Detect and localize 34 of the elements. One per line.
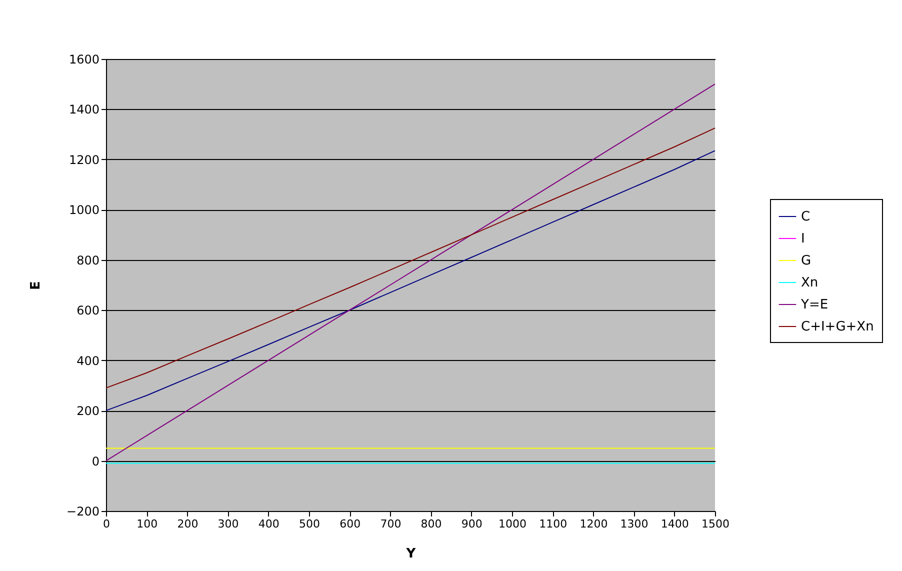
y-tick-label: 200 <box>76 404 100 418</box>
x-tick-label: 700 <box>380 518 402 530</box>
x-tick-label: 1500 <box>702 518 730 530</box>
x-tick-label: 500 <box>299 518 320 530</box>
x-tick-label: 300 <box>218 518 239 530</box>
x-tick-label: 600 <box>340 518 361 530</box>
x-tick-label: 400 <box>258 518 280 530</box>
x-tick-label: 1400 <box>660 518 689 530</box>
x-tick-label: 900 <box>461 518 482 530</box>
x-tick-label: 800 <box>420 518 442 530</box>
y-tick-label: 1000 <box>68 203 100 218</box>
x-tick-label: 1000 <box>498 518 526 530</box>
x-tick-label: 100 <box>136 518 158 530</box>
y-tick-label: −200 <box>66 504 100 518</box>
x-tick-label: 0 <box>103 518 110 530</box>
y-tick-label: 600 <box>76 304 100 318</box>
x-tick-label: 200 <box>177 518 198 530</box>
legend-label: C <box>801 210 810 224</box>
y-tick-label: 1600 <box>68 52 100 66</box>
y-tick-label: 0 <box>92 454 100 468</box>
legend-label: G <box>801 254 812 268</box>
legend-label: Xn <box>801 276 818 290</box>
x-tick-label: 1100 <box>539 518 568 530</box>
legend-label: I <box>801 232 805 246</box>
y-tick-label: 800 <box>76 253 100 268</box>
y-axis-title: E <box>28 281 44 290</box>
x-axis-title: Y <box>405 546 416 562</box>
x-tick-label: 1200 <box>580 518 608 530</box>
y-tick-label: 400 <box>76 354 100 368</box>
y-tick-label: 1400 <box>68 102 100 117</box>
legend-label: C+I+G+Xn <box>801 320 874 334</box>
legend-label: Y=E <box>800 298 828 312</box>
y-tick-label: 1200 <box>68 152 100 167</box>
x-tick-label: 1300 <box>620 518 648 530</box>
